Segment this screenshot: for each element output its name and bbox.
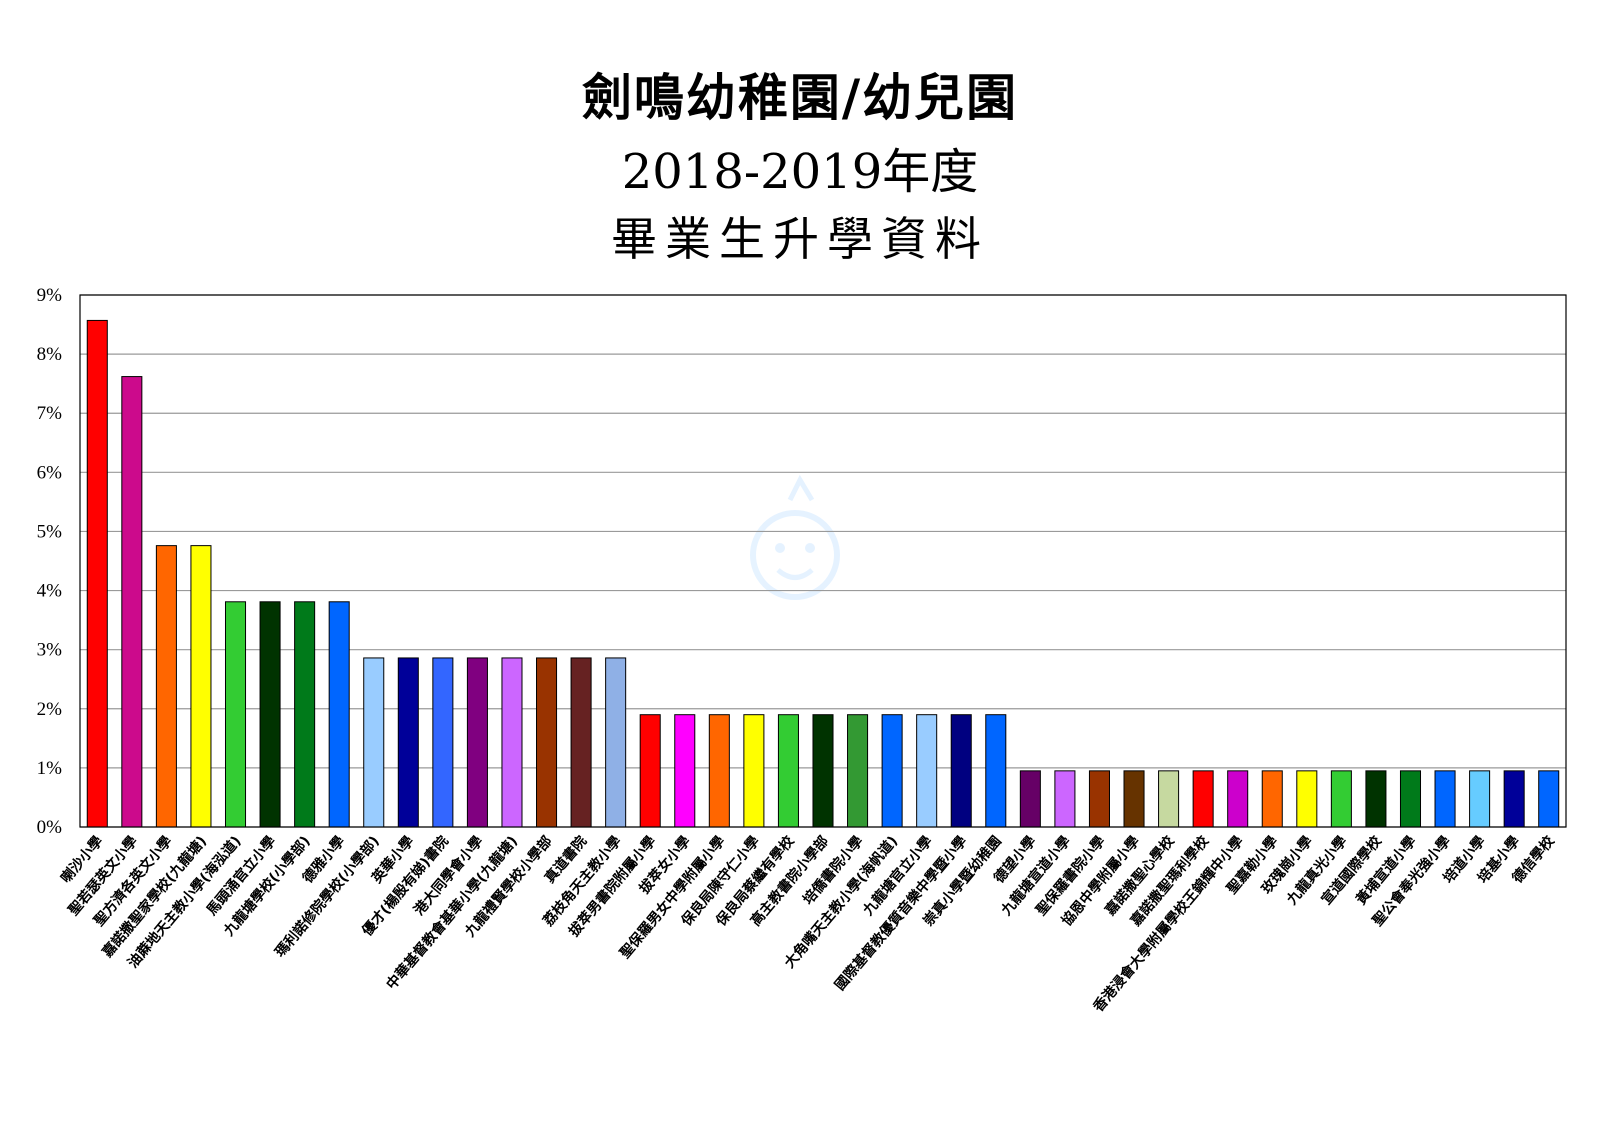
bar <box>1054 770 1076 828</box>
bar <box>294 601 316 828</box>
bars <box>86 319 1560 828</box>
bar <box>259 601 281 828</box>
chart-title: 劍鳴幼稚園/幼兒園 <box>581 69 1019 127</box>
bar <box>121 376 143 828</box>
bar <box>881 714 903 828</box>
chart-subtitle: 2018-2019年度 <box>621 144 979 200</box>
bar <box>536 657 558 828</box>
bar <box>847 714 869 828</box>
y-tick-label: 9% <box>37 285 63 306</box>
y-tick-label: 7% <box>37 403 63 424</box>
bar <box>1365 770 1387 828</box>
bar <box>224 601 247 828</box>
bar <box>950 714 972 828</box>
y-tick-label: 2% <box>37 699 63 720</box>
bar <box>190 545 212 828</box>
bar <box>1158 770 1180 828</box>
plot-frame <box>79 294 1567 828</box>
y-tick-label: 6% <box>37 462 63 483</box>
y-tick-label: 5% <box>37 521 63 542</box>
bar <box>1538 770 1560 828</box>
bar <box>1019 770 1041 828</box>
bar <box>1296 770 1318 828</box>
chart-subtitle-secondary: 畢業生升學資料 <box>611 212 989 266</box>
bar <box>1088 770 1110 828</box>
y-tick-label: 3% <box>37 640 63 661</box>
bar <box>743 714 765 828</box>
bar <box>674 714 696 828</box>
y-tick-label: 4% <box>37 581 63 602</box>
bar <box>1227 770 1249 828</box>
bar <box>777 714 799 828</box>
y-tick-label: 8% <box>37 344 63 365</box>
bar <box>1469 770 1491 828</box>
y-axis: 0% 1% 2% 3% 4% 5% 6% 7% 8% 9% <box>37 285 63 838</box>
bar <box>812 714 834 828</box>
bar <box>328 601 350 828</box>
bar <box>1399 770 1422 828</box>
bar <box>501 657 523 828</box>
bar <box>155 545 177 828</box>
bar <box>432 657 454 828</box>
y-tick-label: 0% <box>37 817 63 838</box>
bar <box>639 714 661 828</box>
bar <box>1503 770 1525 828</box>
bar <box>86 319 108 828</box>
bar <box>466 657 488 828</box>
x-axis: 喇沙小學聖若瑟英文小學聖方濟各英文小學嘉諾撒聖家學校(九龍塘)油蔴地天主教小學(… <box>57 832 1558 1016</box>
bar <box>570 657 592 828</box>
bar <box>1192 770 1214 828</box>
bar <box>397 657 419 828</box>
bar <box>985 714 1007 828</box>
watermark-logo <box>750 474 840 600</box>
bar <box>1434 770 1456 828</box>
bar <box>1123 770 1145 828</box>
bar <box>605 657 627 828</box>
y-tick-label: 1% <box>37 758 63 779</box>
bar <box>363 657 385 828</box>
bar <box>708 714 730 828</box>
bar <box>1261 770 1283 828</box>
bar <box>1330 770 1352 828</box>
bar <box>916 714 938 828</box>
